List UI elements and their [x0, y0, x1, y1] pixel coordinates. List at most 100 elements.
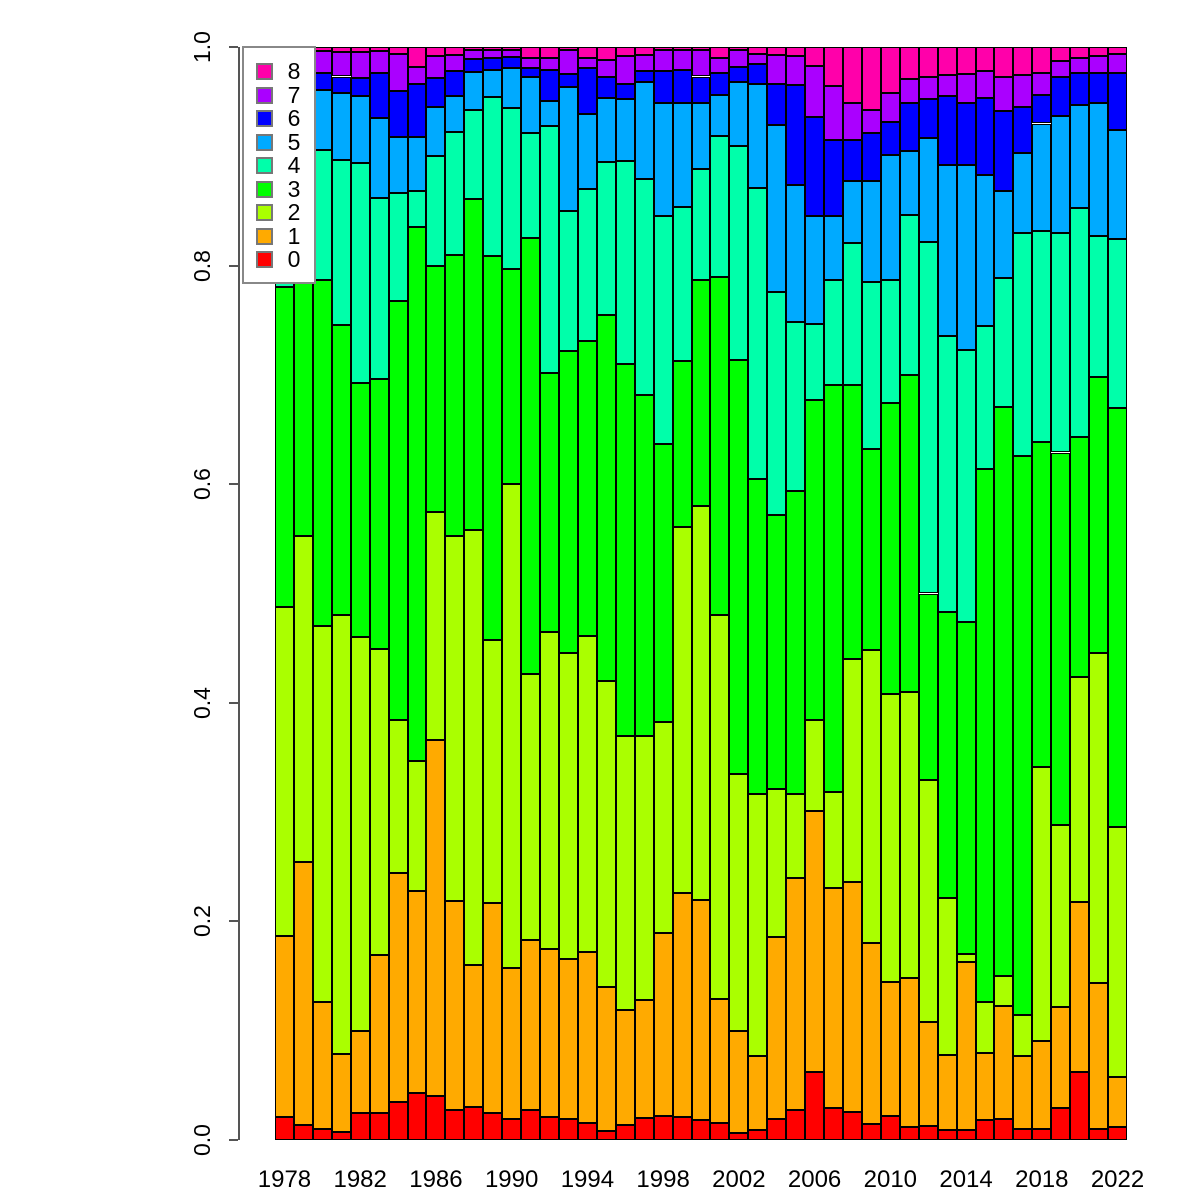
bar-segment-2016-cat4: [994, 277, 1014, 407]
bar-segment-2001-cat3: [710, 276, 730, 616]
bar-segment-1999-cat1: [672, 892, 692, 1118]
legend-row-3: 3: [244, 176, 314, 202]
bar-segment-2012-cat8: [918, 47, 938, 77]
bar-segment-2009-cat5: [861, 181, 881, 282]
x-tick-label: 1994: [560, 1166, 615, 1193]
bar-segment-2013-cat1: [937, 1054, 957, 1131]
bar-segment-2009-cat2: [861, 650, 881, 944]
bar-segment-2007-cat1: [824, 887, 843, 1109]
bar-segment-2020-cat3: [1070, 437, 1090, 677]
bar-segment-2020-cat6: [1070, 73, 1090, 105]
bar-segment-1995-cat3: [596, 314, 616, 681]
bar-segment-1988-cat5: [464, 72, 484, 111]
y-tick-label: 0.6: [188, 468, 215, 501]
bar-segment-1986-cat0: [426, 1096, 446, 1140]
x-tick-label: 2022: [1090, 1166, 1145, 1193]
bar-segment-1986-cat1: [426, 739, 446, 1097]
bar-segment-2001-cat6: [710, 73, 730, 96]
y-tick: [229, 920, 238, 923]
bar-segment-1998-cat8: [653, 47, 673, 51]
bar-segment-2009-cat3: [861, 449, 881, 651]
y-axis-line: [238, 47, 240, 1140]
bar-segment-1984-cat6: [388, 90, 408, 137]
bar-segment-2007-cat4: [824, 279, 843, 385]
bar-segment-1997-cat4: [634, 179, 654, 395]
bar-segment-1996-cat3: [615, 363, 635, 736]
y-tick-label: 1.0: [188, 31, 215, 63]
bar-segment-2021-cat7: [1089, 55, 1109, 74]
bar-segment-1998-cat7: [653, 50, 673, 72]
bar-segment-2007-cat2: [824, 792, 843, 888]
bar-segment-1985-cat0: [407, 1093, 427, 1140]
bar-segment-2014-cat8: [956, 47, 976, 75]
bar-segment-2021-cat3: [1089, 377, 1109, 653]
bar-segment-1980-cat1: [312, 1002, 332, 1130]
bar-segment-1981-cat0: [331, 1132, 351, 1140]
bar-segment-2020-cat0: [1070, 1072, 1090, 1140]
bar-segment-2017-cat6: [1013, 107, 1033, 153]
bar-segment-2006-cat7: [805, 65, 825, 117]
bar-segment-2013-cat4: [937, 335, 957, 613]
bar-segment-1988-cat0: [464, 1107, 484, 1140]
y-tick-label: 0.4: [188, 686, 215, 719]
bar-segment-2019-cat0: [1051, 1108, 1071, 1140]
bar-segment-2012-cat4: [918, 241, 938, 594]
bar-segment-1989-cat1: [483, 902, 503, 1113]
y-tick: [229, 483, 238, 486]
bar-segment-2009-cat4: [861, 281, 881, 450]
bar-segment-2006-cat3: [805, 400, 825, 721]
y-tick: [229, 46, 238, 48]
bar-segment-1979-cat3: [293, 276, 313, 536]
bar-segment-2007-cat7: [824, 86, 843, 140]
bar-segment-1987-cat6: [445, 71, 465, 97]
bar-segment-2013-cat3: [937, 612, 957, 899]
bar-segment-2003-cat0: [748, 1130, 768, 1140]
bar-segment-1992-cat2: [540, 631, 559, 949]
bar-segment-2015-cat7: [975, 71, 995, 99]
bar-segment-1989-cat8: [483, 47, 503, 51]
legend-swatch-icon-7: [256, 86, 273, 104]
bar-segment-2004-cat7: [767, 54, 787, 85]
bar-segment-1981-cat6: [331, 76, 351, 93]
x-tick-label: 1978: [257, 1166, 312, 1193]
bar-segment-1992-cat8: [540, 47, 559, 58]
bar-segment-1984-cat3: [388, 300, 408, 721]
bar-segment-1981-cat1: [331, 1053, 351, 1133]
bar-segment-1993-cat4: [559, 210, 578, 351]
bar-segment-1992-cat1: [540, 948, 559, 1118]
bar-segment-1984-cat1: [388, 873, 408, 1102]
bar-segment-1994-cat0: [577, 1122, 597, 1140]
bar-segment-2011-cat0: [899, 1126, 919, 1140]
bar-segment-2008-cat0: [843, 1111, 862, 1140]
bar-segment-1999-cat6: [672, 69, 692, 103]
bar-segment-2020-cat8: [1070, 47, 1090, 58]
bar-segment-2013-cat6: [937, 96, 957, 166]
bar-segment-2011-cat7: [899, 78, 919, 103]
bar-segment-2017-cat3: [1013, 455, 1033, 1016]
bar-segment-1988-cat3: [464, 198, 484, 531]
bar-segment-2019-cat5: [1051, 115, 1071, 233]
y-tick-label: 0.2: [188, 905, 215, 938]
bar-segment-2003-cat1: [748, 1055, 768, 1131]
bar-segment-1985-cat3: [407, 227, 427, 761]
bar-segment-2018-cat2: [1032, 767, 1052, 1041]
bar-segment-1997-cat6: [634, 71, 654, 82]
bar-segment-2002-cat0: [729, 1133, 749, 1140]
bar-segment-1982-cat2: [350, 637, 370, 1031]
bar-segment-2022-cat5: [1108, 130, 1127, 240]
bar-segment-1979-cat0: [293, 1124, 313, 1140]
x-tick-label: 1986: [409, 1166, 463, 1193]
bar-segment-1987-cat3: [445, 254, 465, 536]
bar-segment-2004-cat2: [767, 789, 787, 937]
bar-segment-2006-cat6: [805, 116, 825, 217]
bar-segment-1994-cat6: [577, 67, 597, 114]
bar-segment-2020-cat7: [1070, 57, 1090, 74]
x-tick-label: 1990: [484, 1166, 539, 1193]
bar-segment-1996-cat7: [615, 55, 635, 85]
bar-segment-1982-cat0: [350, 1112, 370, 1140]
bar-segment-1979-cat1: [293, 862, 313, 1125]
bar-segment-2010-cat7: [880, 92, 900, 123]
bar-segment-1989-cat4: [483, 97, 503, 256]
bar-segment-1992-cat7: [540, 57, 559, 70]
bar-segment-2002-cat3: [729, 359, 749, 774]
